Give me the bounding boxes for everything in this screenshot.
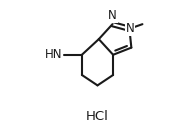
Text: N: N [108,9,117,22]
Text: HCl: HCl [86,110,109,123]
Text: HN: HN [45,48,62,61]
Text: N: N [126,22,134,35]
